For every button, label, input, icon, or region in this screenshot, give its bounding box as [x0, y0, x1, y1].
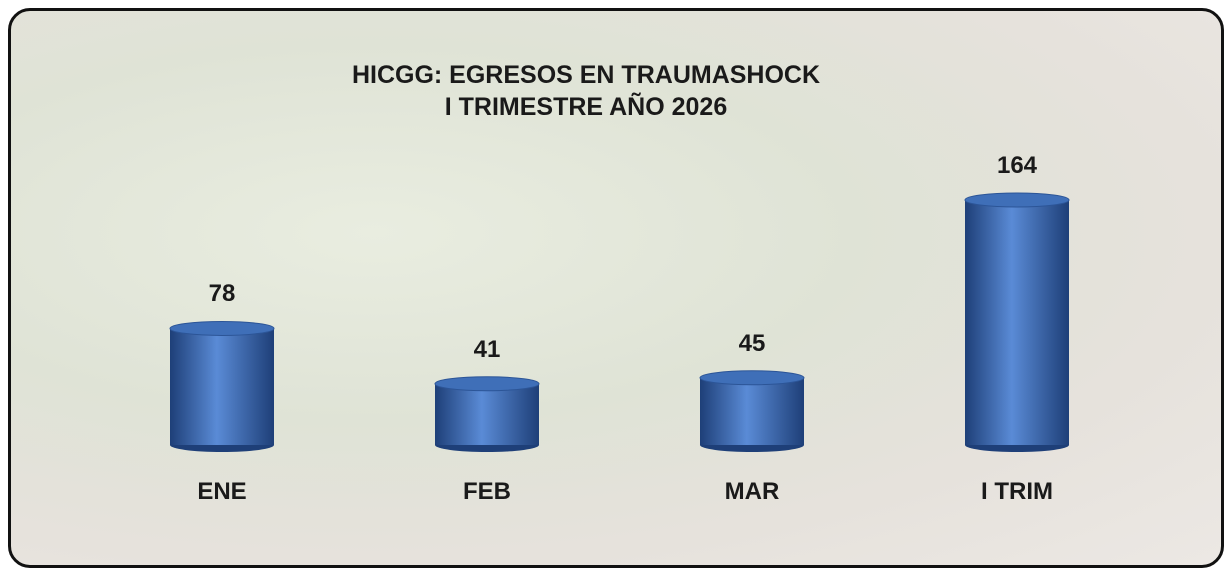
value-label: 41 — [473, 335, 501, 363]
x-tick-label: I TRIM — [981, 478, 1053, 505]
bar — [170, 328, 274, 445]
value-label: 78 — [208, 280, 236, 308]
bar — [435, 383, 539, 445]
chart — [169, 192, 1070, 452]
bar-top — [169, 320, 275, 336]
chart-title: HICGG: EGRESOS EN TRAUMASHOCK — [351, 61, 821, 89]
x-tick-label: MAR — [724, 478, 780, 505]
bar — [700, 377, 804, 445]
value-label: 45 — [738, 329, 766, 357]
x-tick-label: ENE — [197, 478, 247, 505]
value-label: 164 — [996, 152, 1038, 179]
bar-top — [699, 370, 805, 386]
chart-subtitle: I TRIMESTRE AÑO 2026 — [444, 93, 728, 121]
bar — [965, 200, 1069, 445]
chart-frame: HICGG: EGRESOS EN TRAUMASHOCK I TRIMESTR… — [8, 8, 1224, 568]
bar-top — [964, 192, 1070, 208]
bar-top — [434, 376, 540, 392]
x-tick-label: FEB — [463, 478, 511, 505]
